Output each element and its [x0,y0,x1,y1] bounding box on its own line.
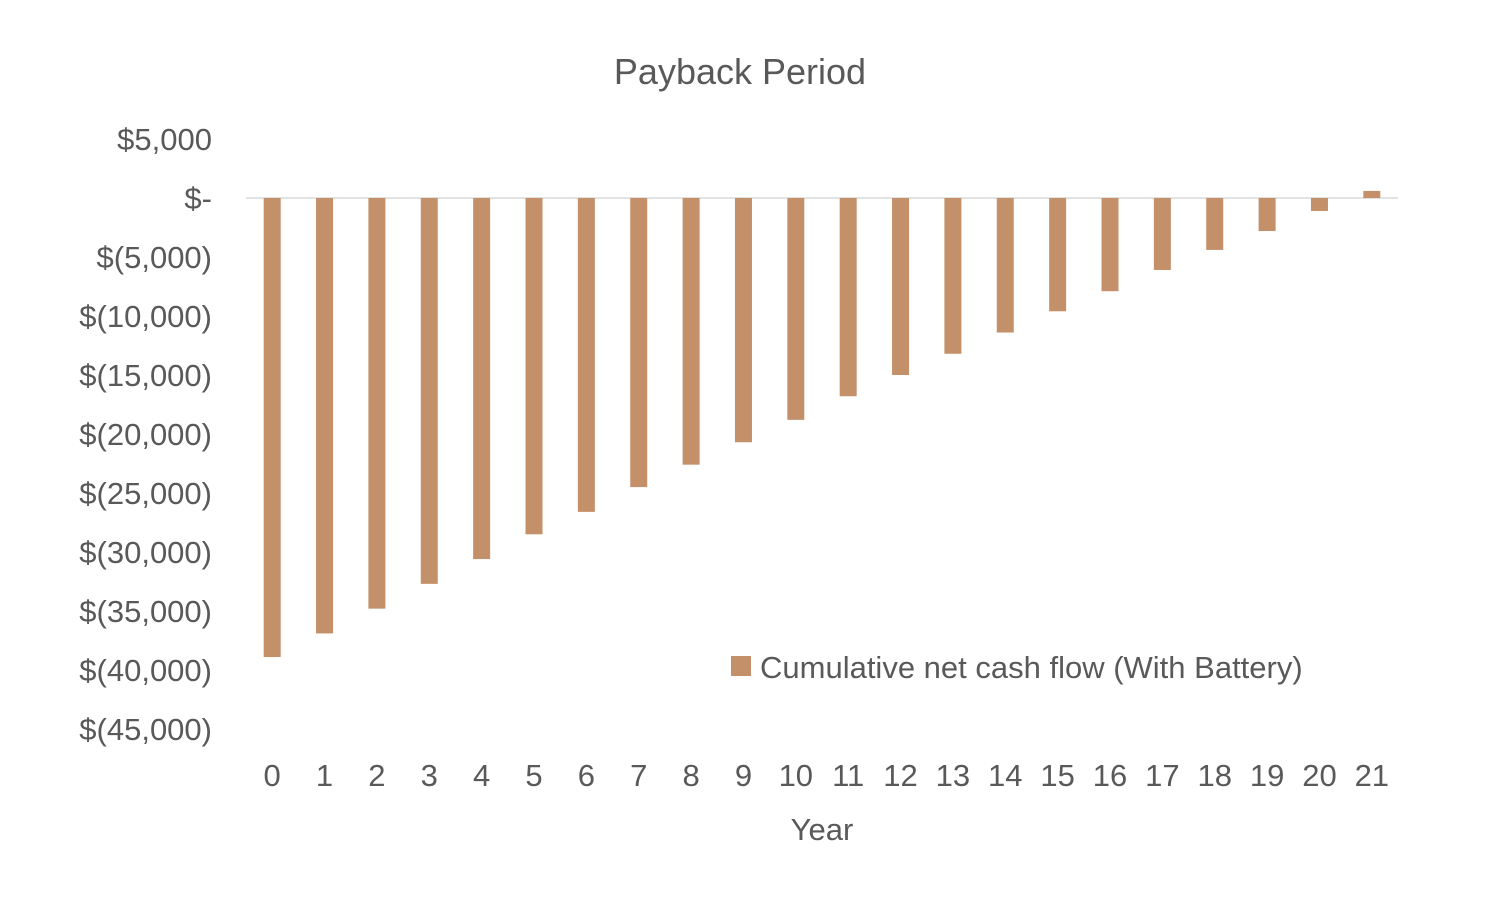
bar-year-12 [892,198,910,375]
bar-year-2 [368,198,386,609]
bar-year-9 [734,198,752,443]
bar-year-7 [630,198,648,488]
x-tick-label: 20 [1302,758,1336,793]
y-tick-label: $(45,000) [79,712,212,747]
y-tick-label: $(30,000) [79,535,212,570]
x-tick-label: 12 [883,758,917,793]
bar-year-6 [577,198,595,512]
y-tick-label: $(5,000) [97,240,212,275]
bar-year-20 [1310,198,1328,211]
bar-year-18 [1206,198,1224,250]
legend-swatch [731,656,751,676]
bar-year-16 [1101,198,1119,292]
bar-year-21 [1363,190,1381,198]
x-tick-label: 9 [735,758,752,793]
y-tick-label: $(25,000) [79,476,212,511]
x-tick-label: 8 [682,758,699,793]
chart-title: Payback Period [614,51,866,92]
bar-year-11 [839,198,857,397]
x-tick-label: 4 [473,758,490,793]
x-tick-label: 14 [988,758,1022,793]
bar-year-14 [996,198,1014,333]
y-tick-label: $- [184,181,212,216]
bar-year-0 [263,198,281,658]
x-tick-label: 19 [1250,758,1284,793]
bar-year-4 [473,198,491,560]
y-tick-label: $(35,000) [79,594,212,629]
y-axis-ticks: $5,000 $- $(5,000) $(10,000) $(15,000) $(20,0… [79,122,212,747]
x-tick-label: 1 [316,758,333,793]
y-tick-label: $(40,000) [79,653,212,688]
bar-year-19 [1258,198,1276,232]
y-tick-label: $(20,000) [79,417,212,452]
bar-year-15 [1049,198,1067,312]
bar-series [263,190,1381,658]
bar-year-10 [787,198,805,420]
x-tick-label: 2 [368,758,385,793]
bar-year-17 [1153,198,1171,270]
y-tick-label: $(15,000) [79,358,212,393]
x-tick-label: 16 [1093,758,1127,793]
x-tick-label: 18 [1197,758,1231,793]
bar-year-5 [525,198,543,535]
bar-year-13 [944,198,962,354]
x-tick-label: 10 [779,758,813,793]
x-axis-title: Year [791,812,854,847]
x-tick-label: 5 [525,758,542,793]
x-tick-label: 6 [578,758,595,793]
bar-year-3 [420,198,438,584]
x-tick-label: 3 [421,758,438,793]
x-tick-label: 0 [264,758,281,793]
x-tick-label: 13 [936,758,970,793]
x-tick-label: 15 [1040,758,1074,793]
x-tick-label: 21 [1355,758,1389,793]
legend-label: Cumulative net cash flow (With Battery) [760,650,1303,685]
x-tick-label: 11 [832,758,864,793]
x-tick-label: 17 [1145,758,1179,793]
y-tick-label: $5,000 [117,122,212,157]
y-tick-label: $(10,000) [79,299,212,334]
bar-year-1 [316,198,334,634]
legend: Cumulative net cash flow (With Battery) [731,650,1303,685]
x-tick-label: 7 [630,758,647,793]
bar-year-8 [682,198,700,465]
x-axis-ticks: 0 1 2 3 4 5 6 7 8 9 10 11 12 13 14 15 16 17 18 19 20 21 [264,758,1390,793]
